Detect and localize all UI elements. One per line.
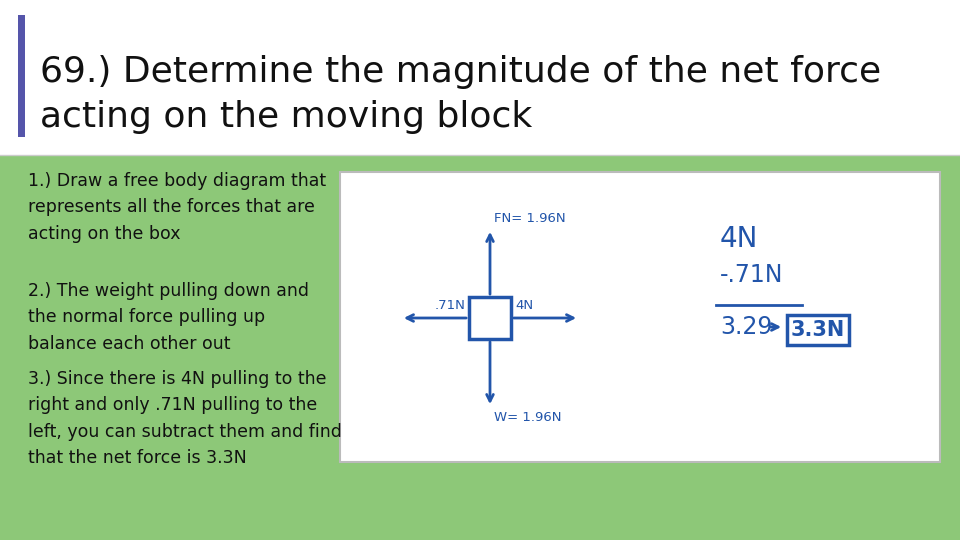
Text: 2.) The weight pulling down and
the normal force pulling up
balance each other o: 2.) The weight pulling down and the norm… (28, 282, 309, 353)
Text: 4N: 4N (515, 299, 533, 312)
Text: -.71N: -.71N (720, 263, 783, 287)
Text: 3.) Since there is 4N pulling to the
right and only .71N pulling to the
left, yo: 3.) Since there is 4N pulling to the rig… (28, 370, 342, 467)
Bar (18, 15, 25, 137)
Text: FN= 1.96N: FN= 1.96N (494, 212, 565, 225)
Bar (787, 315, 849, 345)
Text: 1.) Draw a free body diagram that
represents all the forces that are
acting on t: 1.) Draw a free body diagram that repres… (28, 172, 326, 243)
Bar (340, 172, 940, 462)
Bar (0, 0, 960, 155)
Text: 3.3N: 3.3N (791, 320, 845, 340)
Text: 69.) Determine the magnitude of the net force: 69.) Determine the magnitude of the net … (40, 55, 881, 89)
Text: 4N: 4N (720, 225, 758, 253)
Text: acting on the moving block: acting on the moving block (40, 100, 532, 134)
Text: .71N: .71N (434, 299, 465, 312)
Bar (469, 297, 511, 339)
Text: W= 1.96N: W= 1.96N (494, 411, 562, 424)
Text: 3.29: 3.29 (720, 315, 773, 339)
